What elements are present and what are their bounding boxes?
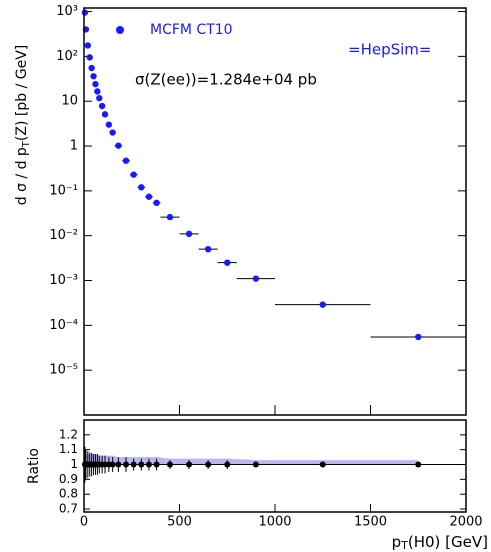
y-tick-label: 10⁻⁵ [49,363,78,378]
y-tick-label: 10⁻¹ [49,183,78,198]
ratio-point [224,461,231,468]
ratio-y-tick-label: 1.1 [59,442,78,456]
ratio-point [186,461,193,468]
ratio-y-tick-label: 1.2 [59,427,78,441]
data-point [252,275,260,282]
ratio-y-tick-label: 0.8 [59,487,78,501]
y-tick-label: 10³ [56,4,78,19]
data-point [81,9,89,16]
y-tick-label: 10⁻² [49,228,78,243]
y-label-part: d σ / d p [14,147,30,205]
ratio-point [123,461,130,468]
main-frame [83,7,467,416]
y-tick-label: 1 [70,139,78,154]
ratio-point [166,461,173,468]
data-point [319,301,326,308]
data-point [86,54,93,61]
data-point [88,64,95,72]
ratio-point [115,461,122,468]
ratio-point [145,461,152,468]
data-point [130,171,137,178]
x-tick-label: 2000 [449,515,482,530]
ratio-frame [83,419,467,513]
ratio-y-tick-label: 0.9 [59,472,78,486]
y-axis-label: d σ / d pT(Z) [pb / GeV] [14,45,32,206]
data-point [122,157,130,164]
legend-label: MCFM CT10 [150,22,233,38]
annotation: σ(Z(ee))=1.284e+04 pb [135,71,317,89]
data-point [224,259,231,266]
data-point [94,88,101,95]
ratio-point [109,461,116,468]
ratio-point [153,461,160,468]
y-tick-label: 10⁻³ [49,273,78,288]
y-tick-label: 10 [61,94,78,109]
ratio-y-tick-label: 1 [70,457,78,471]
ratio-band [84,452,419,465]
legend-marker [116,26,124,34]
x-label-part: p [392,533,402,551]
data-point [109,129,116,136]
data-point [96,94,103,102]
ratio-point [205,461,212,468]
ratio-point [130,461,137,468]
data-point [204,245,212,253]
x-tick-label: 1000 [258,515,291,530]
data-point [145,193,153,200]
ratio-point [252,461,259,468]
x-axis-label: pT(H0) [GeV] [392,533,488,552]
data-point [166,213,174,221]
y-label-sub: T [21,140,32,148]
x-tick-label: 1500 [354,515,387,530]
data-point [415,333,422,341]
ratio-point [319,461,326,468]
y-tick-label: 10² [56,49,78,64]
plot: 10³10²10110⁻¹10⁻²10⁻³10⁻⁴10⁻⁵0.70.80.911… [49,4,482,529]
data-point [101,111,109,118]
data-point [115,142,122,149]
data-point [92,80,99,88]
data-point [84,42,92,49]
x-label-part: (H0) [GeV] [408,533,488,551]
x-tick-label: 0 [80,515,88,530]
ratio-axis-label: Ratio [26,448,42,484]
y-tick-label: 10⁻⁴ [49,318,78,333]
data-point [105,121,113,128]
data-point [90,73,97,80]
x-tick-label: 500 [167,515,192,530]
data-point [185,230,193,238]
brand: =HepSim= [348,41,431,59]
x-label-sub: T [400,539,408,552]
data-point [98,102,106,110]
data-point [138,184,145,191]
ratio-point [415,461,422,468]
ratio-point [138,461,145,468]
ratio-y-tick-label: 0.7 [59,502,78,516]
y-label-part: (Z) [pb / GeV] [14,45,30,141]
data-point [153,199,160,207]
